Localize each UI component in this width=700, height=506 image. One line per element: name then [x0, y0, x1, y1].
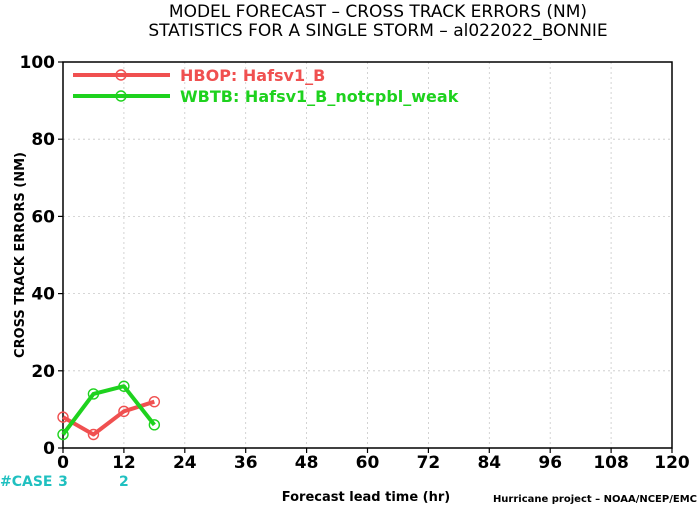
credit-text: Hurricane project – NOAA/NCEP/EMC — [493, 494, 697, 505]
data-point-marker — [87, 428, 100, 441]
case-count: 3 — [58, 474, 68, 490]
x-axis-label: Forecast lead time (hr) — [282, 490, 450, 505]
data-point-marker — [118, 380, 130, 392]
legend-marker — [115, 90, 127, 102]
y-axis-ticks: 0 20 40 60 80 100 — [20, 53, 63, 459]
x-tick-label: 60 — [356, 453, 380, 473]
y-tick-label: 40 — [31, 285, 55, 305]
y-tick-label: 80 — [31, 130, 55, 150]
x-tick-label: 72 — [417, 453, 441, 473]
legend-marker — [115, 69, 127, 81]
x-tick-label: 96 — [538, 453, 562, 473]
data-point-marker — [57, 428, 69, 441]
data-point-marker — [148, 419, 161, 431]
case-count-row: #CASE 3 2 — [0, 474, 129, 490]
y-tick-label: 60 — [31, 207, 55, 227]
x-tick-label: 36 — [234, 453, 258, 473]
x-tick-label: 24 — [173, 453, 197, 473]
case-count: 2 — [119, 474, 129, 490]
data-point-marker — [118, 405, 130, 418]
chart-title-line-2: STATISTICS FOR A SINGLE STORM – al022022… — [148, 21, 607, 41]
data-point-marker — [148, 395, 161, 408]
plot-area-frame — [62, 61, 673, 449]
x-tick-label: 12 — [112, 453, 136, 473]
x-tick-label: 120 — [654, 453, 690, 473]
series-2 — [57, 380, 161, 441]
y-tick-label: 0 — [43, 439, 55, 459]
chart-title-line-1: MODEL FORECAST – CROSS TRACK ERRORS (NM) — [169, 2, 587, 22]
x-tick-label: 84 — [477, 453, 501, 473]
data-point-marker — [57, 411, 69, 423]
x-tick-label: 108 — [593, 453, 629, 473]
x-tick-label: 0 — [57, 453, 69, 473]
grid-lines — [63, 62, 672, 448]
legend: HBOP: Hafsv1_B WBTB: Hafsv1_B_notcpbl_wea… — [73, 66, 459, 106]
legend-entry-label: HBOP: Hafsv1_B — [180, 66, 325, 85]
case-row-label: #CASE — [0, 474, 53, 490]
data-point-marker — [87, 388, 100, 400]
series-line — [61, 384, 156, 436]
x-axis-ticks: 0 12 24 36 48 60 72 84 96 108 120 — [57, 448, 690, 473]
series-layer — [57, 380, 161, 441]
y-axis-label: CROSS TRACK ERRORS (NM) — [13, 152, 28, 358]
x-tick-label: 48 — [295, 453, 319, 473]
y-tick-label: 100 — [20, 53, 56, 73]
y-tick-label: 20 — [31, 362, 55, 382]
legend-entry-label: WBTB: Hafsv1_B_notcpbl_weak — [180, 87, 459, 106]
